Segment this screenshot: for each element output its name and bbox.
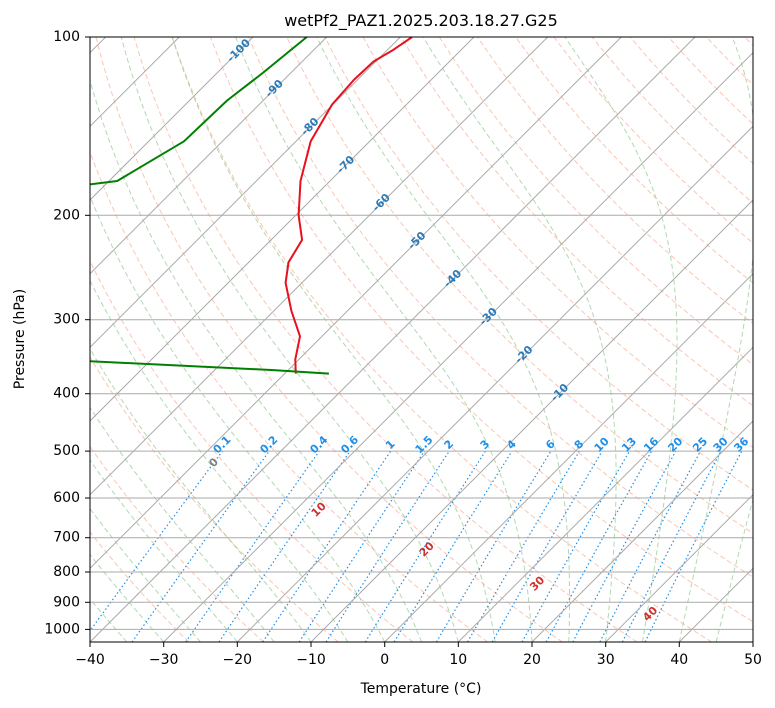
dry-adiabat bbox=[400, 37, 753, 407]
isotherm bbox=[90, 37, 254, 201]
dry-adiabat bbox=[248, 37, 753, 578]
x-tick-label: 40 bbox=[670, 652, 688, 668]
isotherm bbox=[90, 37, 328, 275]
dry-adiabat bbox=[95, 37, 563, 642]
isotherm bbox=[90, 37, 549, 496]
moist-adiabat bbox=[564, 37, 678, 642]
mixing-ratio-line bbox=[325, 450, 450, 642]
moist-adiabat bbox=[90, 406, 275, 642]
mixing-ratio-line bbox=[644, 450, 743, 642]
chart-title: wetPf2_PAZ1.2025.203.18.27.G25 bbox=[284, 11, 558, 31]
y-tick-label: 200 bbox=[53, 207, 80, 223]
x-axis-label: Temperature (°C) bbox=[360, 681, 482, 697]
isotherm bbox=[90, 37, 475, 422]
temperature-profile bbox=[284, 37, 413, 374]
isotherm bbox=[236, 125, 753, 642]
moist-adiabat bbox=[120, 37, 459, 642]
moist-adiabat bbox=[235, 37, 533, 642]
dry-adiabat bbox=[133, 37, 638, 642]
x-tick-label: −40 bbox=[75, 652, 105, 668]
isotherm bbox=[752, 641, 753, 642]
mixing-ratio-lines bbox=[90, 450, 743, 642]
isotherm bbox=[310, 199, 753, 642]
mixing-ratio-line bbox=[521, 450, 631, 642]
y-tick-label: 900 bbox=[53, 594, 80, 610]
x-tick-label: −10 bbox=[296, 652, 326, 668]
y-tick-label: 100 bbox=[53, 29, 80, 45]
dry-adiabat bbox=[90, 445, 264, 642]
mixing-ratio-line bbox=[185, 450, 320, 642]
plot-frame bbox=[89, 36, 754, 643]
isotherm bbox=[531, 420, 753, 642]
mixing-ratio-line bbox=[131, 450, 270, 642]
isotherm bbox=[90, 37, 401, 349]
isotherm bbox=[90, 37, 696, 642]
dry-adiabat bbox=[438, 37, 753, 366]
x-tick-label: 10 bbox=[449, 652, 467, 668]
x-tick-label: 0 bbox=[380, 652, 389, 668]
isobars bbox=[90, 37, 753, 630]
dry-adiabat bbox=[210, 37, 753, 623]
y-tick-label: 700 bbox=[53, 530, 80, 546]
isotherm bbox=[384, 272, 753, 642]
mixing-ratio-line bbox=[545, 450, 653, 642]
mixing-ratio-line bbox=[393, 450, 513, 642]
x-tick-label: −30 bbox=[149, 652, 179, 668]
mixing-ratio-line bbox=[572, 450, 677, 642]
y-tick-label: 400 bbox=[53, 386, 80, 402]
mixing-ratio-line bbox=[218, 450, 351, 642]
isotherm bbox=[457, 346, 753, 642]
x-tick-label: −20 bbox=[223, 652, 253, 668]
dry-adiabat bbox=[90, 356, 339, 642]
moist-adiabat bbox=[90, 459, 238, 642]
dry-adiabat bbox=[90, 150, 488, 642]
dry-adiabat bbox=[324, 37, 753, 491]
dry-adiabat bbox=[515, 37, 753, 284]
moist-adiabat bbox=[752, 639, 753, 642]
mixing-ratio-line bbox=[298, 450, 425, 642]
y-axis: 100 200 300 400 500 600 700 800 900 1000 bbox=[44, 29, 90, 637]
moist-adiabat bbox=[316, 37, 571, 642]
y-tick-label: 600 bbox=[53, 490, 80, 506]
x-axis: −40 −30 −20 −10 0 10 20 30 40 50 bbox=[75, 642, 762, 668]
isotherm bbox=[90, 37, 622, 570]
mixing-ratio-line bbox=[90, 450, 223, 632]
moist-adiabat bbox=[90, 195, 386, 642]
data-series bbox=[90, 37, 413, 375]
moist-adiabat bbox=[715, 497, 753, 642]
x-tick-label: 50 bbox=[744, 652, 762, 668]
y-tick-label: 800 bbox=[53, 564, 80, 580]
mixing-ratio-line bbox=[262, 450, 392, 642]
y-tick-label: 300 bbox=[53, 312, 80, 328]
dry-adiabat bbox=[171, 37, 712, 642]
dewpoint-profile bbox=[90, 37, 329, 375]
isotherm bbox=[605, 493, 753, 642]
moist-adiabat bbox=[678, 37, 753, 642]
isotherms bbox=[90, 37, 753, 642]
y-axis-label: Pressure (hPa) bbox=[12, 289, 28, 389]
dry-adiabat bbox=[90, 531, 190, 642]
x-tick-label: 30 bbox=[597, 652, 615, 668]
y-tick-label: 1000 bbox=[44, 621, 80, 637]
x-tick-label: 20 bbox=[523, 652, 541, 668]
moist-adiabat bbox=[422, 37, 617, 642]
isotherm bbox=[163, 51, 753, 642]
moist-adiabat bbox=[171, 37, 496, 642]
y-tick-label: 500 bbox=[53, 443, 80, 459]
